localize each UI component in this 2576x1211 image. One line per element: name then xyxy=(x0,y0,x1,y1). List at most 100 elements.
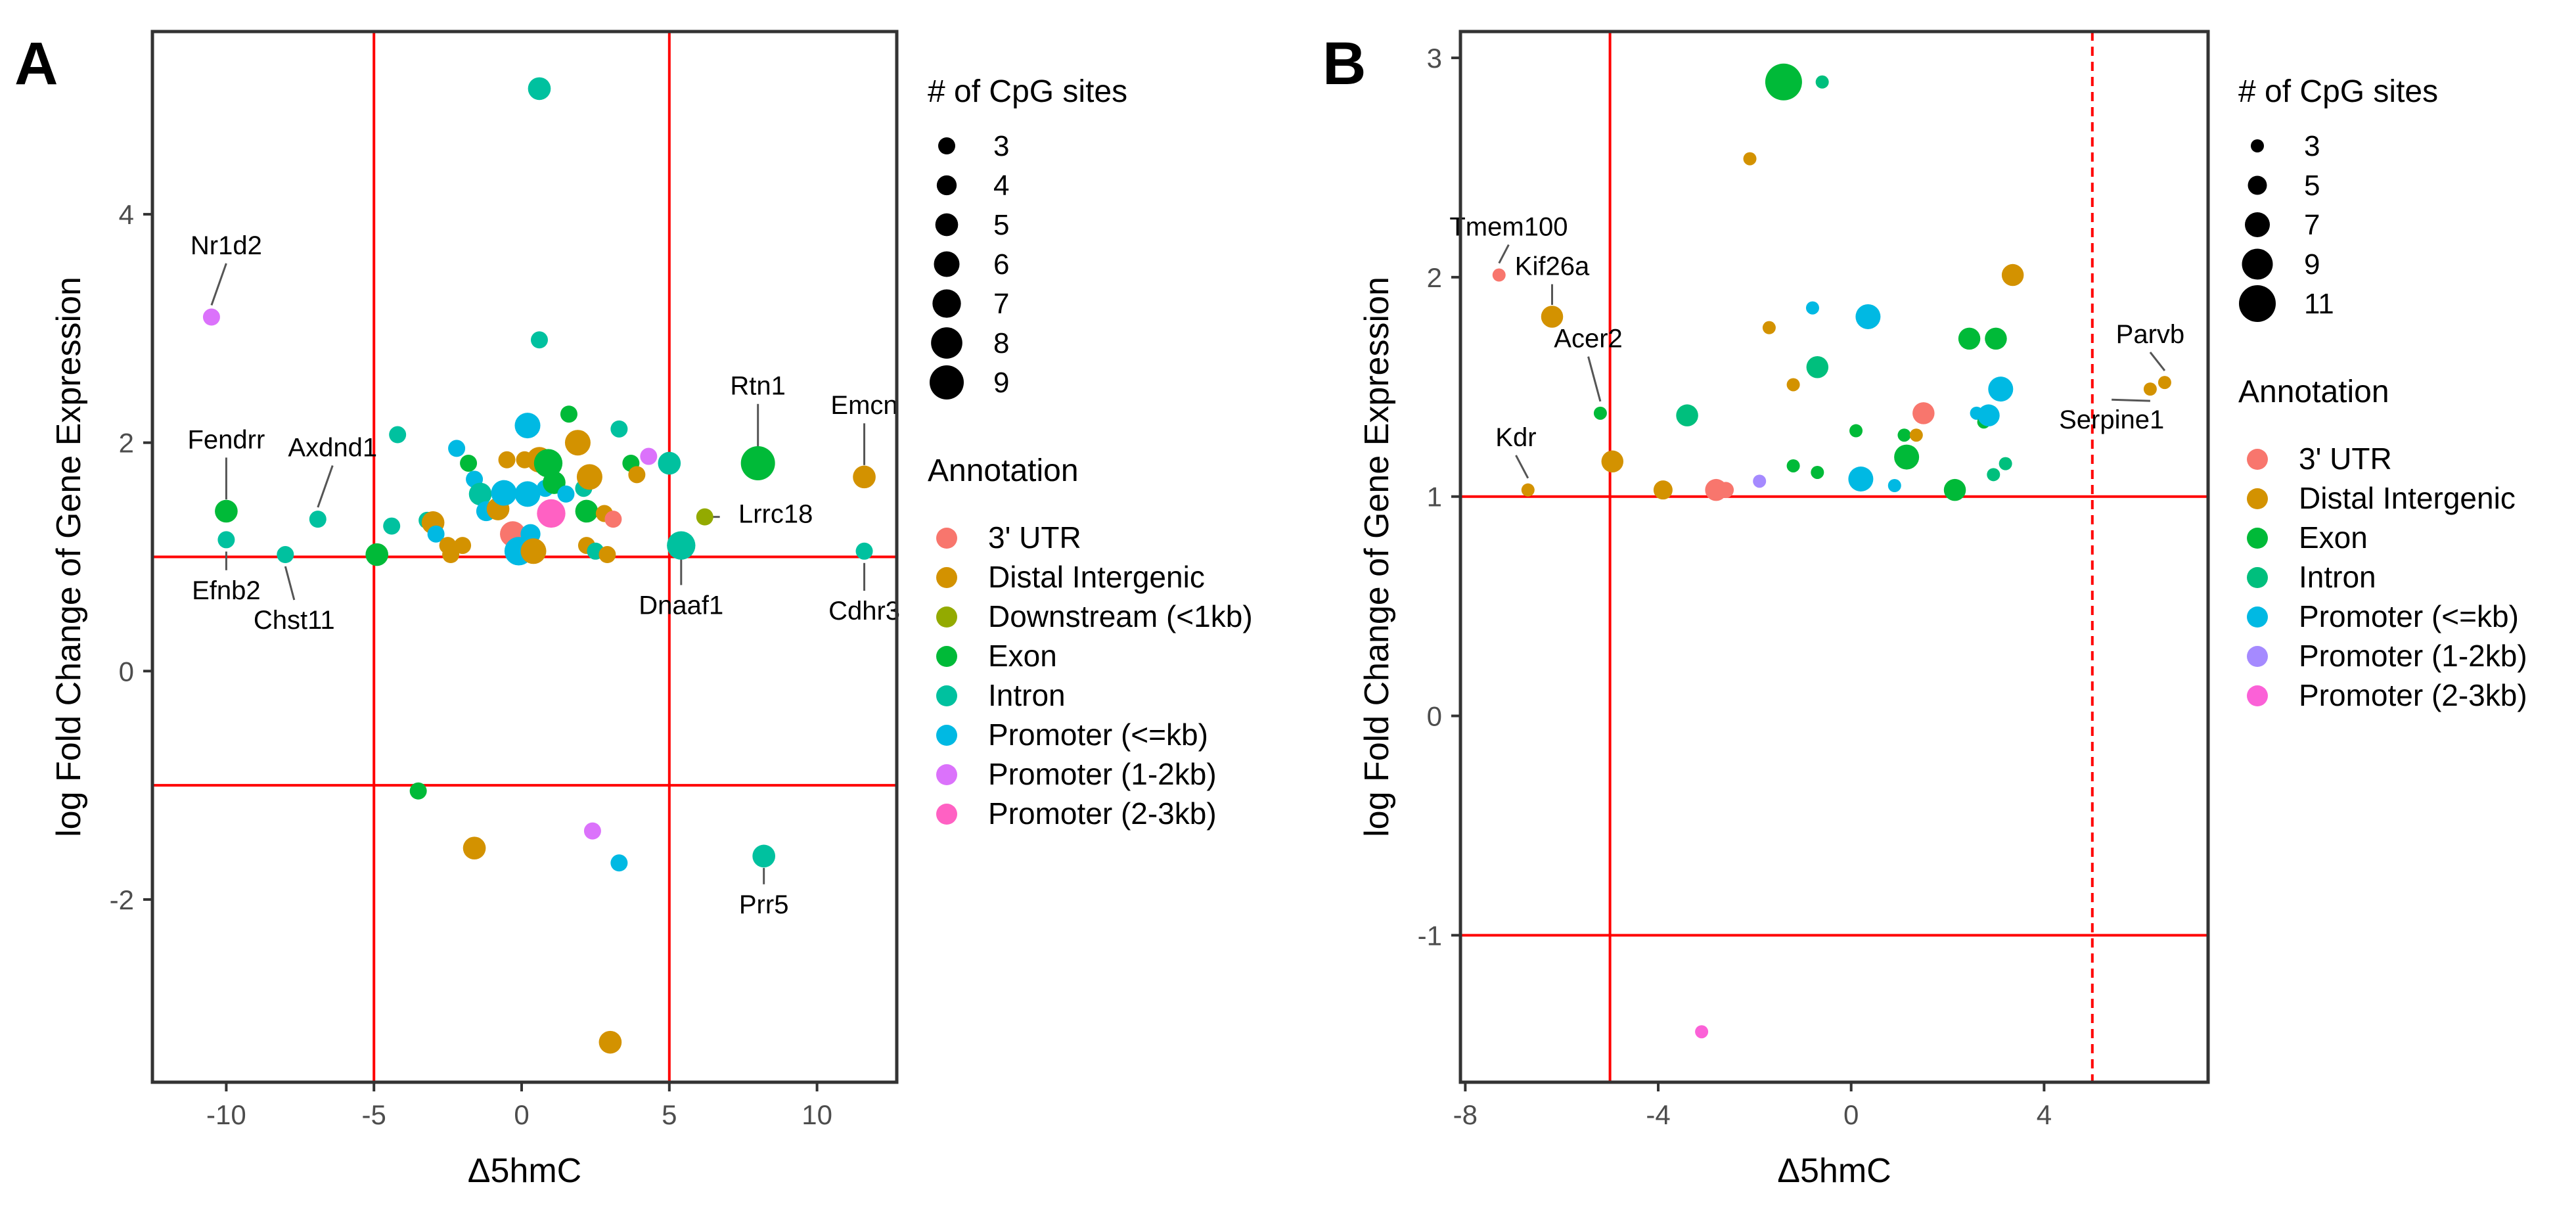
annotation-legend-dot-1 xyxy=(2247,488,2268,509)
point-21 xyxy=(1855,304,1881,329)
y-tick-label-3: 2 xyxy=(1427,262,1442,293)
annotation-legend-label-4: Promoter (<=kb) xyxy=(2299,599,2519,633)
point-38 xyxy=(2158,376,2171,390)
size-legend-dot-2 xyxy=(935,213,959,237)
size-legend-label-4: 11 xyxy=(2304,288,2334,320)
point-17 xyxy=(1811,465,1824,479)
y-tick-label-0: -2 xyxy=(110,884,134,915)
point-5 xyxy=(1653,480,1673,500)
size-legend-label-5: 8 xyxy=(993,327,1009,359)
point-45 xyxy=(599,546,616,564)
point-label-10: Prr5 xyxy=(739,890,789,919)
y-tick-label-0: -1 xyxy=(1418,920,1442,951)
x-tick-label-4: 10 xyxy=(802,1099,832,1130)
annotation-legend-label-7: Promoter (2-3kb) xyxy=(988,796,1217,831)
point-35 xyxy=(1999,457,2012,470)
point-20 xyxy=(491,480,517,506)
point-label-1: Kif26a xyxy=(1515,252,1590,281)
label-line-0 xyxy=(1498,244,1510,264)
annotation-legend-dot-6 xyxy=(936,764,957,785)
annotation-legend-label-1: Distal Intergenic xyxy=(988,560,1205,594)
point-9 xyxy=(1743,152,1757,166)
point-label-5: Serpine1 xyxy=(2059,405,2164,434)
point-label-6: Emcn xyxy=(830,391,897,420)
annotation-legend-label-6: Promoter (2-3kb) xyxy=(2299,678,2527,712)
point-label-9: Cdhr3 xyxy=(828,597,900,626)
point-41 xyxy=(576,464,602,490)
point-38 xyxy=(564,430,591,456)
point-56 xyxy=(855,542,873,560)
point-58 xyxy=(463,836,486,860)
point-25 xyxy=(1909,428,1923,442)
point-33 xyxy=(1985,327,2007,350)
size-legend-dot-4 xyxy=(932,289,961,318)
point-17 xyxy=(468,482,492,506)
point-23 xyxy=(1897,428,1911,442)
point-32 xyxy=(1987,468,2000,482)
point-8 xyxy=(1717,482,1734,498)
size-legend-dot-3 xyxy=(2242,248,2273,280)
point-2 xyxy=(217,531,235,549)
annotation-legend-label-5: Promoter (<=kb) xyxy=(988,718,1208,752)
point-label-3: Kdr xyxy=(1495,423,1536,452)
point-12 xyxy=(1765,63,1802,101)
y-axis-title: log Fold Change of Gene Expression xyxy=(50,277,88,837)
size-legend-label-1: 5 xyxy=(2304,170,2320,202)
point-27 xyxy=(520,538,547,564)
point-52 xyxy=(667,531,696,560)
point-label-4: Chst11 xyxy=(254,606,335,635)
label-line-4 xyxy=(284,566,296,601)
point-22 xyxy=(1887,479,1901,493)
point-33 xyxy=(533,449,563,478)
point-19 xyxy=(1849,424,1863,438)
point-12 xyxy=(442,546,460,564)
panel-a-chart: Nr1d2 Fendrr Efnb2 Axdnd1 Chst11 Rtn1 Emcn Lrrc… xyxy=(50,30,1253,1190)
point-11 xyxy=(1762,321,1776,334)
annotation-legend-label-1: Distal Intergenic xyxy=(2299,481,2516,515)
point-60 xyxy=(610,854,628,872)
annotation-legend-label-2: Exon xyxy=(2299,520,2368,555)
size-legend-label-3: 9 xyxy=(2304,248,2320,281)
point-14 xyxy=(454,537,472,555)
y-tick-label-2: 1 xyxy=(1427,482,1442,513)
point-16 xyxy=(1806,355,1829,378)
point-1 xyxy=(215,499,238,523)
point-30 xyxy=(514,413,541,439)
annotation-legend-dot-4 xyxy=(2247,606,2268,628)
point-label-1: Fendrr xyxy=(187,425,265,454)
label-line-3 xyxy=(1515,455,1529,479)
point-28 xyxy=(530,331,548,349)
annotation-legend-title: Annotation xyxy=(2238,375,2389,409)
point-0 xyxy=(202,308,220,326)
size-legend-dot-4 xyxy=(2239,285,2276,322)
point-15 xyxy=(460,454,478,472)
point-25 xyxy=(514,481,541,507)
size-legend-dot-0 xyxy=(2251,139,2264,152)
x-tick-label-1: -4 xyxy=(1646,1099,1670,1130)
x-tick-label-0: -8 xyxy=(1453,1099,1478,1130)
point-6 xyxy=(383,517,401,535)
panel-b-chart: Tmem100 Kif26a Acer2 Kdr Parvb Serpine1 -8 -4 0 4… xyxy=(1358,30,2527,1190)
point-55 xyxy=(853,465,876,489)
annotation-legend-dot-5 xyxy=(936,725,957,746)
x-tick-label-2: 0 xyxy=(514,1099,529,1130)
point-13 xyxy=(448,440,466,457)
point-31 xyxy=(528,77,551,101)
point-24 xyxy=(1894,444,1920,470)
label-line-3 xyxy=(317,465,334,508)
point-61 xyxy=(752,844,776,868)
size-legend-label-4: 7 xyxy=(993,288,1009,320)
label-line-0 xyxy=(210,263,227,306)
point-label-2: Efnb2 xyxy=(192,576,261,605)
point-37 xyxy=(2143,382,2157,396)
point-14 xyxy=(1786,378,1800,392)
point-31 xyxy=(1977,404,2000,426)
point-3 xyxy=(277,546,294,564)
point-53 xyxy=(696,508,713,526)
y-tick-label-4: 3 xyxy=(1427,43,1442,74)
point-57 xyxy=(409,782,427,800)
size-legend-label-6: 9 xyxy=(993,367,1009,399)
point-label-2: Acer2 xyxy=(1554,325,1623,354)
point-20 xyxy=(1848,466,1874,491)
